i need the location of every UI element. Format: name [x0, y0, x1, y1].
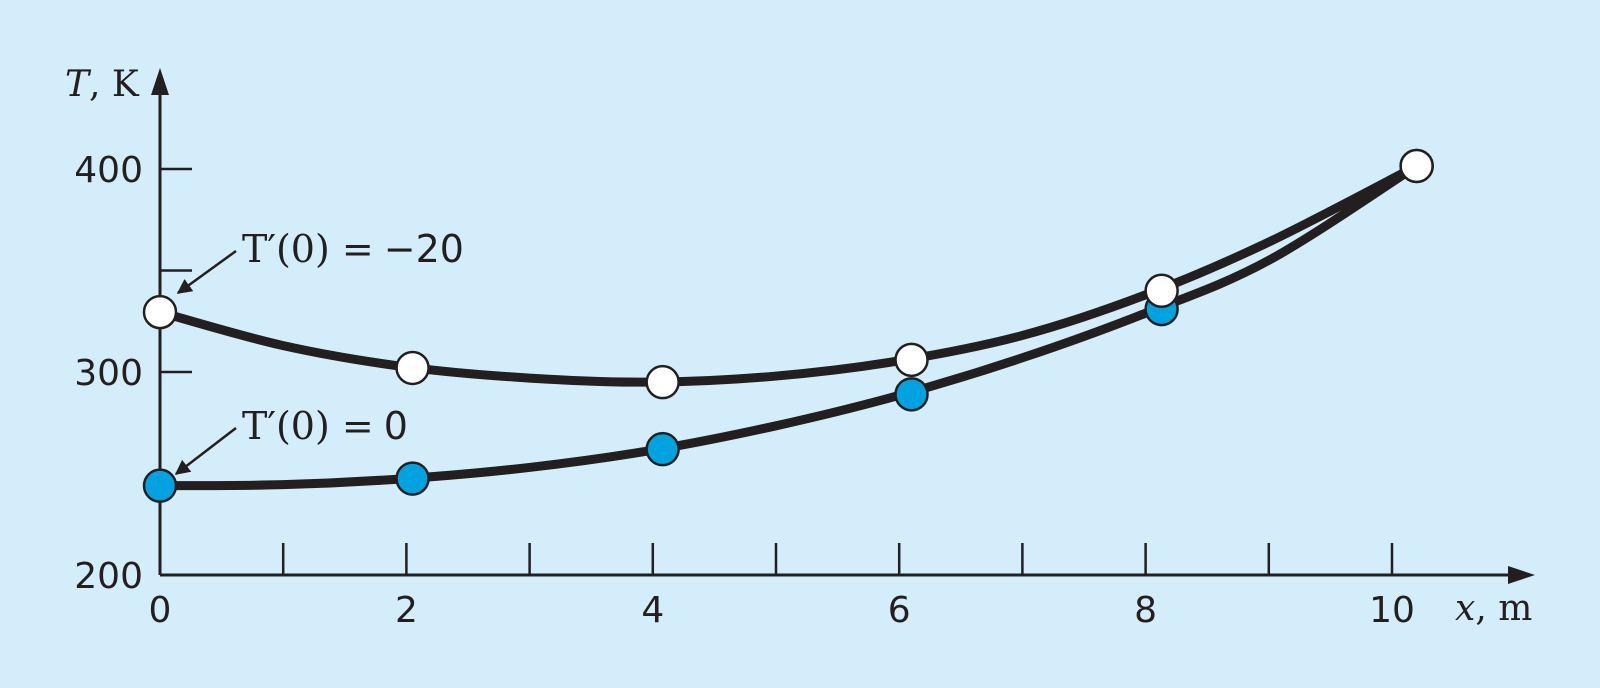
- annotation-value: −20: [384, 227, 464, 271]
- y-tick-label: 200: [74, 556, 143, 597]
- x-tick-label: 0: [149, 590, 172, 631]
- y-axis-var: T: [65, 64, 92, 105]
- y-axis-arrow: [151, 68, 169, 95]
- curves: [155, 161, 1422, 491]
- data-point-open: [1399, 148, 1434, 184]
- annotation-arrow: [176, 249, 237, 295]
- annotation-prefix: T′(0) =: [242, 404, 374, 448]
- axis-titles: T, K x, m: [65, 64, 1532, 629]
- x-tick-label: 8: [1134, 590, 1157, 631]
- series-line-filled: [155, 161, 1422, 491]
- annotation-text: T′(0) = −20: [242, 227, 464, 271]
- data-point-filled: [645, 431, 680, 467]
- y-tick-label: 300: [74, 353, 143, 394]
- axes: [151, 68, 1535, 584]
- annotation-arrow: [174, 427, 237, 475]
- annotations: T′(0) = −20 T′(0) = 0: [174, 227, 464, 475]
- markers: [142, 148, 1434, 503]
- x-tick-label: 10: [1369, 590, 1415, 631]
- data-point-open: [142, 294, 178, 330]
- data-point-filled: [894, 377, 929, 412]
- annotation-value: 0: [384, 404, 408, 448]
- annotation-text: T′(0) = 0: [242, 404, 408, 448]
- tick-labels: 0 2 4 6 8 10 200 300 400: [74, 150, 1415, 631]
- ticks: [158, 167, 1394, 575]
- annotation-slope-minus-20: T′(0) = −20: [176, 227, 464, 295]
- y-axis-unit: , K: [89, 64, 140, 105]
- x-tick-label: 6: [888, 590, 911, 631]
- x-axis-title: x, m: [1455, 588, 1532, 629]
- x-axis-arrow: [1508, 566, 1535, 584]
- x-tick-label: 2: [395, 590, 418, 631]
- y-tick-label: 400: [74, 150, 143, 191]
- data-point-open: [1144, 273, 1179, 309]
- data-point-open: [894, 342, 929, 378]
- x-tick-label: 4: [641, 590, 664, 631]
- data-point-open: [645, 364, 680, 400]
- x-axis-unit: , m: [1475, 588, 1532, 629]
- data-point-filled: [142, 468, 178, 503]
- data-point-filled: [395, 461, 430, 496]
- annotation-slope-zero: T′(0) = 0: [174, 404, 408, 475]
- x-axis-var: x: [1455, 588, 1475, 629]
- data-point-open: [395, 350, 430, 386]
- y-axis-title: T, K: [65, 64, 140, 105]
- series-line-open: [155, 161, 1422, 387]
- annotation-prefix: T′(0) =: [242, 227, 374, 271]
